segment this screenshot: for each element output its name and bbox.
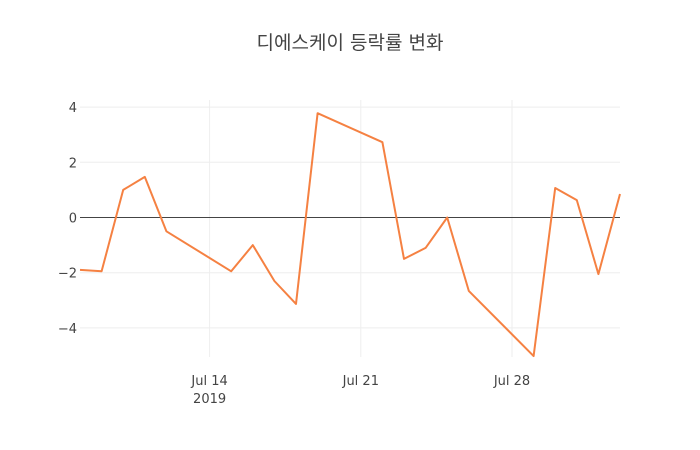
x-tick-label: Jul 28 (493, 374, 530, 389)
y-tick-label: 0 (69, 212, 77, 227)
y-tick-label: 4 (69, 101, 77, 116)
chart-title: 디에스케이 등락률 변화 (256, 32, 444, 54)
y-tick-label: 2 (69, 156, 77, 171)
x-tick-label: Jul 14 (190, 374, 227, 389)
x-tick-year-label: 2019 (193, 392, 226, 407)
series-line (79, 112, 621, 358)
y-tick-label: −4 (58, 322, 77, 337)
x-tick-label: Jul 21 (342, 374, 379, 389)
y-tick-label: −2 (58, 267, 77, 282)
